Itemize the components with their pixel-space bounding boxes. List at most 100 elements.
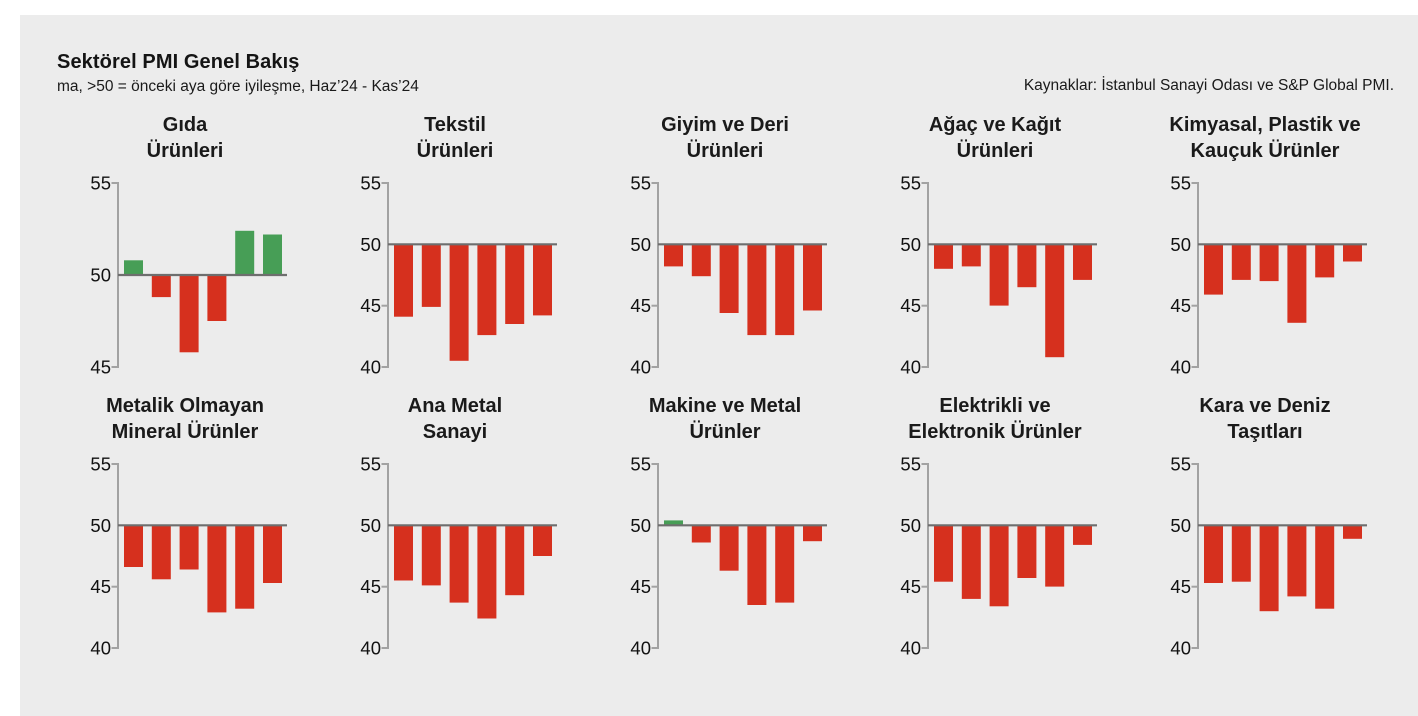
- y-tick-label: 45: [900, 576, 921, 597]
- chart-plot: 40 45 50 55: [360, 173, 557, 378]
- chart-title: Gıda Ürünleri: [146, 114, 224, 163]
- pmi-bar: [179, 275, 199, 353]
- pmi-chart-9: Elektrikli ve Elektronik Ürünler 40 45 50 5…: [860, 393, 1130, 660]
- pmi-bar: [1287, 244, 1307, 323]
- pmi-bar: [1315, 525, 1335, 609]
- chart-plot: 40 45 50 55: [1170, 173, 1367, 378]
- pmi-bar: [505, 244, 525, 324]
- pmi-bar: [207, 275, 227, 321]
- chart-plot: 40 45 50 55: [630, 173, 827, 378]
- pmi-bar: [934, 244, 953, 269]
- pmi-bar: [1287, 525, 1307, 597]
- pmi-bar: [691, 525, 711, 543]
- y-tick-label: 40: [900, 638, 921, 659]
- y-tick-label: 50: [360, 234, 381, 255]
- y-tick-label: 45: [360, 576, 381, 597]
- y-tick-label: 55: [1170, 173, 1191, 194]
- pmi-bar: [775, 244, 795, 336]
- y-tick-label: 45: [900, 295, 921, 316]
- y-tick-label: 50: [1170, 234, 1191, 255]
- chart-title: Kimyasal, Plastik ve Kauçuk Ürünler: [1169, 114, 1361, 163]
- chart-title: Ağaç ve Kağıt Ürünleri: [928, 114, 1062, 163]
- pmi-chart-5: Kimyasal, Plastik ve Kauçuk Ürünler 40 45…: [1130, 112, 1400, 379]
- pmi-bar: [1259, 525, 1279, 612]
- pmi-bar: [1343, 525, 1362, 539]
- pmi-bar: [719, 525, 739, 571]
- pmi-bar: [803, 525, 822, 542]
- pmi-bar: [719, 244, 739, 313]
- chart-plot: 40 45 50 55: [90, 454, 287, 659]
- y-tick-label: 45: [360, 295, 381, 316]
- pmi-bar: [1045, 244, 1065, 358]
- y-tick-label: 55: [1170, 454, 1191, 475]
- page-title: Sektörel PMI Genel Bakış: [57, 51, 300, 73]
- y-tick-label: 40: [900, 357, 921, 378]
- pmi-bar: [1073, 244, 1092, 280]
- pmi-bar: [775, 525, 795, 603]
- y-tick-label: 55: [360, 173, 381, 194]
- pmi-bar: [1315, 244, 1335, 278]
- pmi-bar: [961, 244, 981, 267]
- chart-plot: 40 45 50 55: [1170, 454, 1367, 659]
- y-tick-label: 50: [1170, 515, 1191, 536]
- pmi-bar: [1231, 244, 1251, 280]
- pmi-bar: [1073, 525, 1092, 545]
- chart-title: Ana Metal Sanayi: [407, 395, 503, 444]
- pmi-bar: [179, 525, 199, 570]
- chart-title: Makine ve Metal Ürünler: [648, 395, 802, 444]
- pmi-bar: [394, 525, 413, 581]
- pmi-bar: [664, 244, 683, 267]
- report-header: Sektörel PMI Genel Bakış ma, >50 = öncek…: [20, 15, 1418, 96]
- pmi-chart-6: Metalik Olmayan Mineral Ürünler 40 45 50 55: [50, 393, 320, 660]
- y-tick-label: 40: [630, 357, 651, 378]
- y-tick-label: 40: [1170, 357, 1191, 378]
- y-tick-label: 40: [360, 638, 381, 659]
- y-tick-label: 50: [630, 234, 651, 255]
- pmi-bar: [263, 525, 282, 583]
- y-tick-label: 40: [1170, 638, 1191, 659]
- pmi-chart-3: Giyim ve Deri Ürünleri 40 45 50 55: [590, 112, 860, 379]
- y-tick-label: 55: [90, 454, 111, 475]
- pmi-bar: [803, 244, 822, 311]
- pmi-bar: [235, 525, 255, 609]
- pmi-bar: [961, 525, 981, 599]
- y-tick-label: 55: [90, 173, 111, 194]
- report-panel: Sektörel PMI Genel Bakış ma, >50 = öncek…: [20, 15, 1418, 716]
- y-tick-label: 50: [90, 265, 111, 286]
- y-tick-label: 45: [630, 576, 651, 597]
- pmi-bar: [1343, 244, 1362, 262]
- pmi-chart-10: Kara ve Deniz Taşıtları 40 45 50 55: [1130, 393, 1400, 660]
- chart-title: Kara ve Deniz Taşıtları: [1199, 395, 1331, 444]
- y-tick-label: 50: [630, 515, 651, 536]
- chart-title: Giyim ve Deri Ürünleri: [661, 114, 789, 163]
- chart-plot: 45 50 55: [90, 173, 287, 378]
- y-tick-label: 45: [90, 576, 111, 597]
- pmi-chart-1: Gıda Ürünleri 45 50 55: [50, 112, 320, 379]
- chart-title: Tekstil Ürünleri: [416, 114, 494, 163]
- header-left: Sektörel PMI Genel Bakış ma, >50 = öncek…: [57, 51, 419, 96]
- y-tick-label: 40: [360, 357, 381, 378]
- chart-title: Metalik Olmayan Mineral Ürünler: [106, 395, 264, 444]
- charts-grid: Gıda Ürünleri 45 50 55 Tekstil Ürünleri 40…: [20, 112, 1418, 660]
- chart-plot: 40 45 50 55: [900, 454, 1097, 659]
- y-tick-label: 45: [1170, 295, 1191, 316]
- pmi-bar: [989, 525, 1009, 607]
- pmi-bar: [477, 525, 497, 619]
- pmi-bar: [533, 244, 552, 316]
- pmi-bar: [477, 244, 497, 336]
- y-tick-label: 55: [360, 454, 381, 475]
- pmi-bar: [421, 244, 441, 307]
- pmi-bar: [263, 234, 282, 275]
- pmi-bar: [235, 230, 255, 275]
- pmi-bar: [1017, 525, 1037, 578]
- pmi-bar: [124, 260, 143, 275]
- chart-title: Elektrikli ve Elektronik Ürünler: [908, 395, 1082, 444]
- pmi-bar: [151, 525, 171, 580]
- y-tick-label: 40: [90, 638, 111, 659]
- page-subtitle: ma, >50 = önceki aya göre iyileşme, Haz’…: [57, 78, 419, 95]
- pmi-bar: [747, 244, 767, 336]
- y-tick-label: 55: [630, 454, 651, 475]
- pmi-bar: [124, 525, 143, 567]
- pmi-bar: [989, 244, 1009, 306]
- y-tick-label: 55: [900, 454, 921, 475]
